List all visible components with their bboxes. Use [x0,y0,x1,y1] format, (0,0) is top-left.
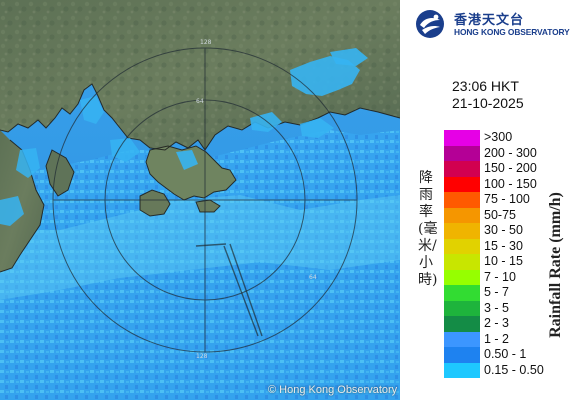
legend-swatch [444,223,480,239]
range-label-inner: 64 [196,98,204,105]
legend-swatch [444,269,480,285]
legend-label: 200 - 300 [484,145,537,160]
legend-swatch [444,285,480,301]
legend-label: 50-75 [484,207,516,222]
legend-row: 50-75 [444,207,524,223]
rainfall-rate-legend: >300 200 - 300 150 - 200 100 - 150 75 - 100 5… [444,130,544,378]
legend-swatch [444,331,480,347]
rain-echo-coastal-band [0,195,400,300]
hko-logo[interactable]: 香港天文台 HONG KONG OBSERVATORY [414,8,574,40]
legend-row: >300 [444,130,524,146]
legend-swatch [444,300,480,316]
legend-row: 10 - 15 [444,254,524,270]
range-label-top: 128 [200,39,212,46]
range-label-bottom: 128 [196,353,208,360]
legend-label: 100 - 150 [484,176,537,191]
legend-row: 1 - 2 [444,331,524,347]
legend-label: 15 - 30 [484,238,523,253]
legend-swatch [444,347,480,363]
legend-label: 10 - 15 [484,254,523,268]
legend-title-zh: 降雨率(毫米/小時) [418,170,438,288]
legend-label: 0.15 - 0.50 [484,362,544,377]
legend-label: >300 [484,130,513,144]
logo-name-zh: 香港天文台 [454,13,525,28]
hong-kong-island [196,200,220,212]
legend-label: 30 - 50 [484,223,523,237]
legend-label: 0.50 - 1 [484,347,527,361]
copyright-notice: © Hong Kong Observatory [268,384,398,396]
radar-artifact-lines [195,243,263,337]
legend-row: 3 - 5 [444,300,524,316]
lantau-island [140,190,170,216]
range-label-right: 64 [309,274,317,281]
legend-swatch [444,207,480,223]
rain-echoes-over-land [0,48,368,226]
legend-label: 1 - 2 [484,331,510,346]
range-ring-labels: 128 64 64 128 [196,39,317,360]
legend-row: 100 - 150 [444,176,537,192]
legend-label: 150 - 200 [484,161,537,175]
radar-map-canvas: 128 64 64 128 [0,0,400,400]
coastlines [0,83,400,273]
legend-row: 75 - 100 [444,192,530,208]
hko-logo-icon [416,10,444,38]
legend-label: 75 - 100 [484,192,530,206]
legend-row: 7 - 10 [444,269,524,285]
legend-swatch [444,362,480,378]
mainland-terrain-texture [0,0,400,150]
radar-map[interactable]: 128 64 64 128 © Hong Kong Observatory [0,0,400,400]
radar-time: 23:06 HKT [452,78,519,94]
logo-name-en: HONG KONG OBSERVATORY [454,27,570,37]
legend-swatch [444,192,480,208]
radar-date: 21-10-2025 [452,95,524,111]
legend-swatch [444,316,480,332]
legend-row: 15 - 30 [444,238,524,254]
legend-row: 200 - 300 [444,145,537,161]
rain-echo-southern-field [0,130,400,400]
radar-range-rings [52,47,358,353]
legend-row: 150 - 200 [444,161,537,177]
legend-swatch [444,254,480,270]
legend-swatch [444,145,480,161]
legend-swatch [444,161,480,177]
legend-row: 30 - 50 [444,223,524,239]
legend-swatch [444,238,480,254]
legend-label: 2 - 3 [484,316,510,330]
western-island [46,150,74,196]
legend-swatch [444,176,480,192]
legend-row: 0.15 - 0.50 [444,362,544,378]
western-land [0,130,44,272]
legend-label: 3 - 5 [484,300,510,315]
legend-swatch [444,130,480,146]
legend-panel: 香港天文台 HONG KONG OBSERVATORY 23:06 HKT 21… [400,0,577,400]
legend-title-en: Rainfall Rate (mm/h) [547,192,564,338]
legend-row: 2 - 3 [444,316,524,332]
legend-row: 0.50 - 1 [444,347,527,363]
legend-row: 5 - 7 [444,285,524,301]
legend-label: 5 - 7 [484,285,510,299]
legend-label: 7 - 10 [484,269,516,284]
